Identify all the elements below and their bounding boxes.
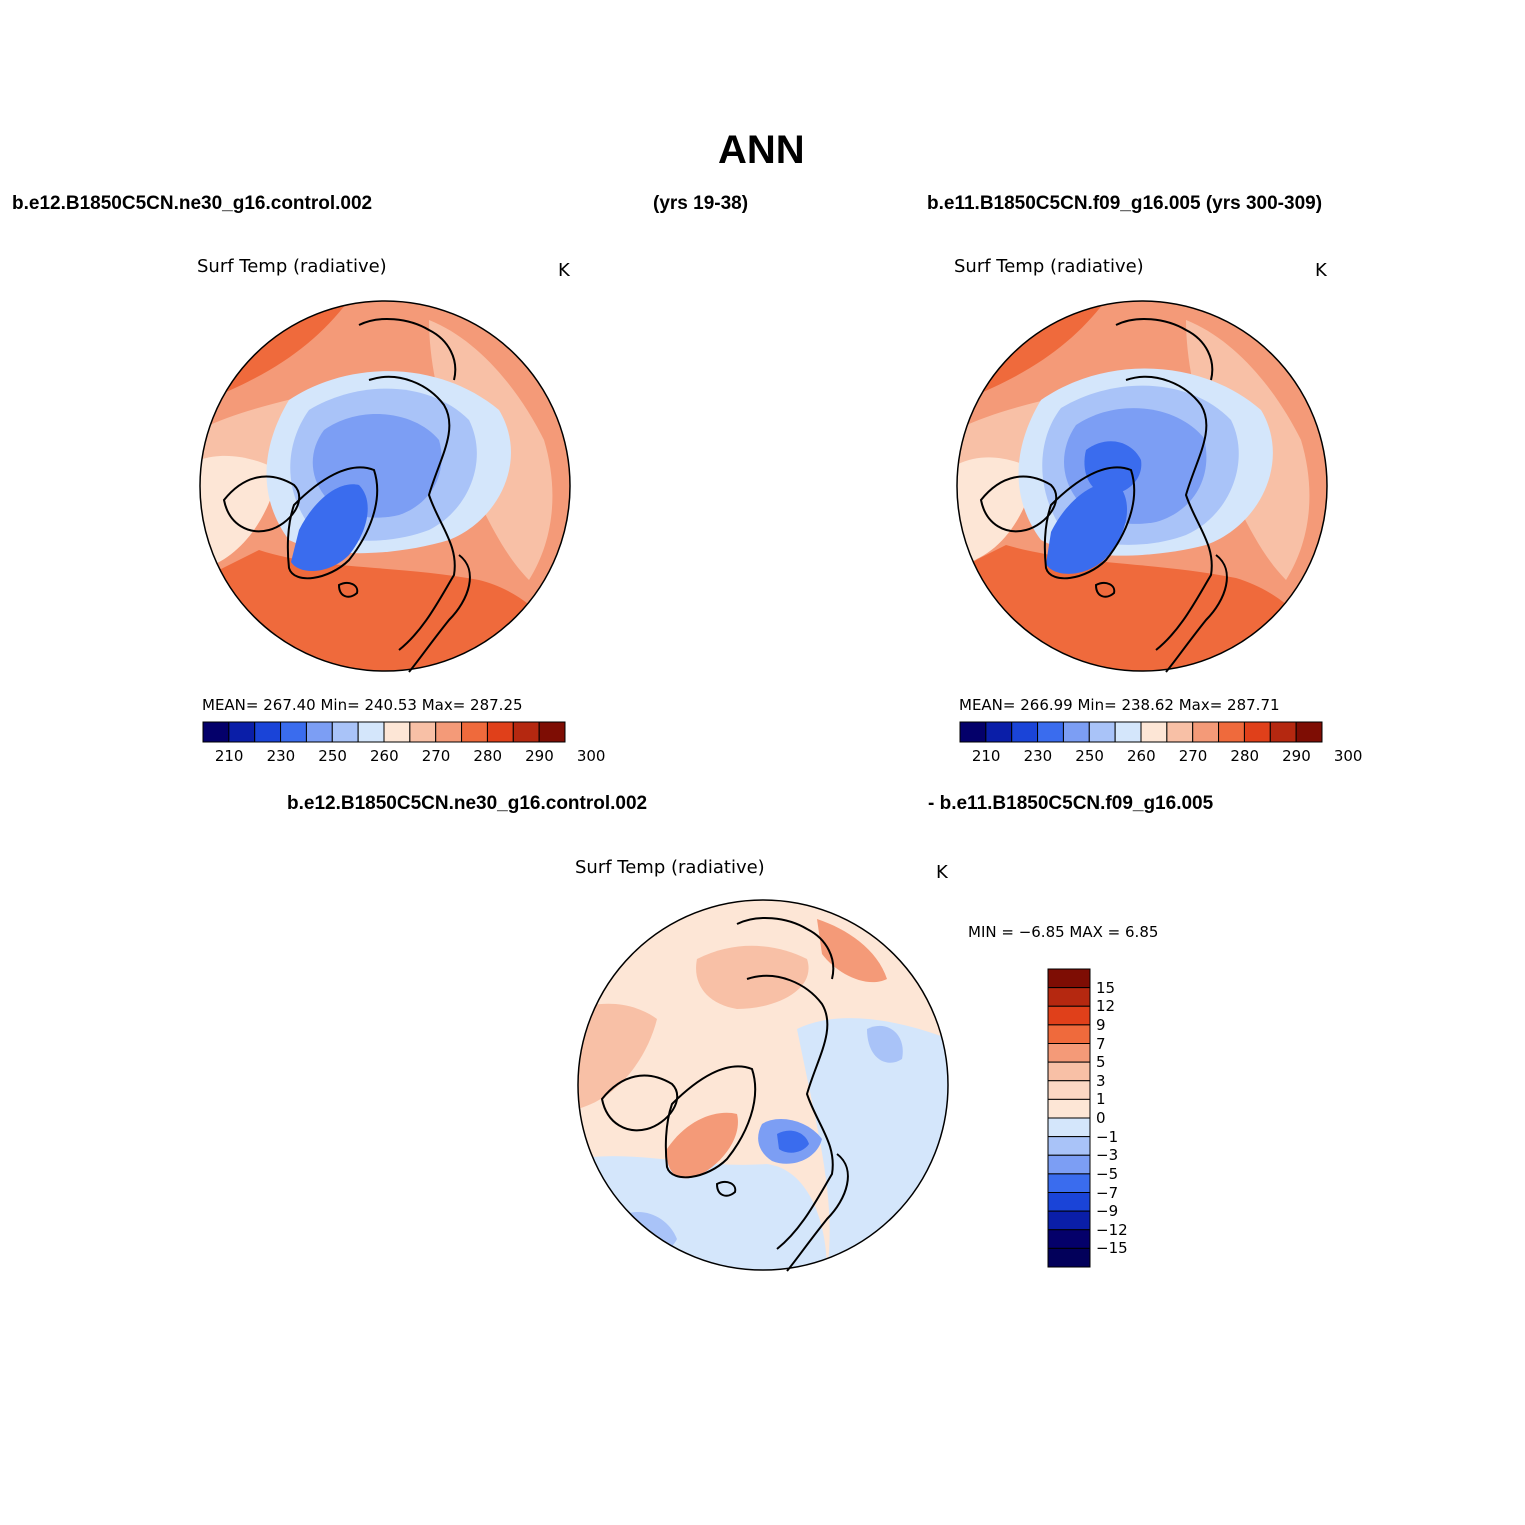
colorbar-swatch (1047, 1080, 1091, 1100)
colorbar-swatch (1047, 987, 1091, 1007)
case1-title: b.e12.B1850C5CN.ne30_g16.control.002 (12, 193, 373, 214)
colorbar-swatch (1047, 1098, 1091, 1119)
panel2-colorbar (959, 721, 1323, 743)
colorbar-tick-label: 7 (1096, 1034, 1106, 1053)
panel2-colorbar-labels: 210 230 250 260 270 280 290 300 (960, 747, 1363, 767)
colorbar-tick-label: 290 (1282, 747, 1311, 765)
colorbar-swatch (486, 721, 514, 743)
panel1-colorbar (202, 721, 566, 743)
colorbar-swatch (1011, 721, 1039, 743)
diff-polar-map (577, 899, 949, 1272)
colorbar-swatch (1269, 721, 1297, 743)
colorbar-swatch (357, 721, 385, 743)
colorbar-tick-label: 270 (421, 747, 451, 765)
panel2-stats: MEAN= 266.99 Min= 238.62 Max= 287.71 (959, 696, 1280, 714)
colorbar-swatch (202, 721, 230, 743)
colorbar-tick-label: 280 (1230, 747, 1260, 765)
colorbar-swatch (331, 721, 359, 743)
diff-units: K (936, 862, 948, 883)
colorbar-swatch (1243, 721, 1271, 743)
panel2-units: K (1315, 260, 1327, 281)
colorbar-tick-label: 0 (1096, 1109, 1106, 1127)
colorbar-swatch (1047, 1005, 1091, 1026)
colorbar-swatch (1047, 1061, 1091, 1082)
case1-years: (yrs 19-38) (653, 193, 749, 214)
diff-case2-title: - b.e11.B1850C5CN.f09_g16.005 (928, 793, 1214, 814)
panel1-stats: MEAN= 267.40 Min= 240.53 Max= 287.25 (202, 696, 523, 714)
colorbar-tick-label: 210 (214, 747, 244, 765)
colorbar-tick-label: 280 (473, 747, 503, 765)
colorbar-swatch (228, 721, 256, 743)
colorbar-tick-label: −12 (1096, 1220, 1128, 1239)
colorbar-tick-label: 270 (1178, 747, 1208, 765)
colorbar-swatch (512, 721, 540, 743)
colorbar-tick-label: 230 (1023, 747, 1053, 765)
colorbar-swatch (1037, 721, 1064, 743)
colorbar-swatch (1192, 721, 1220, 743)
colorbar-swatch (1047, 1043, 1091, 1063)
panel1-variable: Surf Temp (radiative) (197, 256, 387, 277)
colorbar-swatch (1088, 721, 1116, 743)
colorbar-swatch (1047, 1247, 1091, 1268)
panel2-polar-map (956, 300, 1328, 673)
colorbar-swatch (280, 721, 307, 743)
colorbar-tick-label: 15 (1096, 978, 1116, 997)
colorbar-swatch (1047, 1192, 1091, 1212)
colorbar-tick-label: 300 (576, 747, 606, 765)
panel2-variable: Surf Temp (radiative) (954, 256, 1144, 277)
panel1-colorbar-labels: 210 230 250 260 270 280 290 300 (203, 747, 606, 767)
colorbar-tick-label: 250 (1075, 747, 1104, 765)
main-title: ANN (718, 128, 805, 172)
colorbar-tick-label: 260 (1127, 747, 1156, 765)
colorbar-swatch (1047, 1154, 1091, 1175)
case2-title: b.e11.B1850C5CN.f09_g16.005 (yrs 300-309… (927, 193, 1323, 214)
colorbar-swatch (538, 721, 566, 743)
colorbar-tick-label: 1 (1096, 1090, 1106, 1109)
colorbar-swatch (1114, 721, 1142, 743)
colorbar-tick-label: 290 (525, 747, 554, 765)
diff-stats: MIN = −6.85 MAX = 6.85 (968, 923, 1159, 941)
colorbar-swatch (254, 721, 282, 743)
colorbar-swatch (1062, 721, 1090, 743)
colorbar-tick-label: 260 (370, 747, 399, 765)
colorbar-tick-label: 5 (1096, 1053, 1106, 1072)
colorbar-tick-label: 3 (1096, 1071, 1106, 1090)
colorbar-tick-label: 9 (1096, 1015, 1106, 1034)
colorbar-tick-label: 250 (318, 747, 347, 765)
colorbar-swatch (985, 721, 1013, 743)
colorbar-swatch (1218, 721, 1245, 743)
colorbar-swatch (435, 721, 463, 743)
colorbar-tick-label: −3 (1096, 1146, 1119, 1165)
panel1-polar-map (199, 300, 571, 673)
colorbar-swatch (1140, 721, 1168, 743)
colorbar-tick-label: 230 (266, 747, 296, 765)
panel1-units: K (558, 260, 570, 281)
colorbar-tick-label: −5 (1096, 1164, 1119, 1183)
colorbar-tick-label: −7 (1096, 1183, 1119, 1202)
colorbar-swatch (383, 721, 411, 743)
colorbar-tick-label: 210 (971, 747, 1001, 765)
colorbar-swatch (1047, 1024, 1091, 1045)
colorbar-swatch (1047, 1136, 1091, 1156)
colorbar-swatch (1047, 968, 1091, 989)
colorbar-swatch (959, 721, 987, 743)
colorbar-tick-label: 12 (1096, 997, 1116, 1016)
colorbar-swatch (409, 721, 437, 743)
colorbar-swatch (1047, 1173, 1091, 1194)
colorbar-tick-label: −15 (1096, 1239, 1128, 1258)
colorbar-tick-label: 300 (1333, 747, 1363, 765)
colorbar-swatch (1047, 1117, 1091, 1138)
colorbar-swatch (305, 721, 333, 743)
colorbar-tick-label: −1 (1096, 1127, 1119, 1146)
colorbar-tick-label: −9 (1096, 1202, 1119, 1221)
colorbar-swatch (1047, 1229, 1091, 1249)
colorbar-swatch (461, 721, 488, 743)
diff-colorbar (1047, 968, 1091, 1268)
colorbar-swatch (1295, 721, 1323, 743)
colorbar-swatch (1166, 721, 1194, 743)
diff-case1-title: b.e12.B1850C5CN.ne30_g16.control.002 (287, 793, 648, 814)
diff-variable: Surf Temp (radiative) (575, 857, 765, 878)
diff-colorbar-labels: 15 12 9 7 5 3 1 0 −1 −3 −5 −7 −9 −12 −15 (1096, 969, 1156, 1267)
colorbar-swatch (1047, 1210, 1091, 1231)
